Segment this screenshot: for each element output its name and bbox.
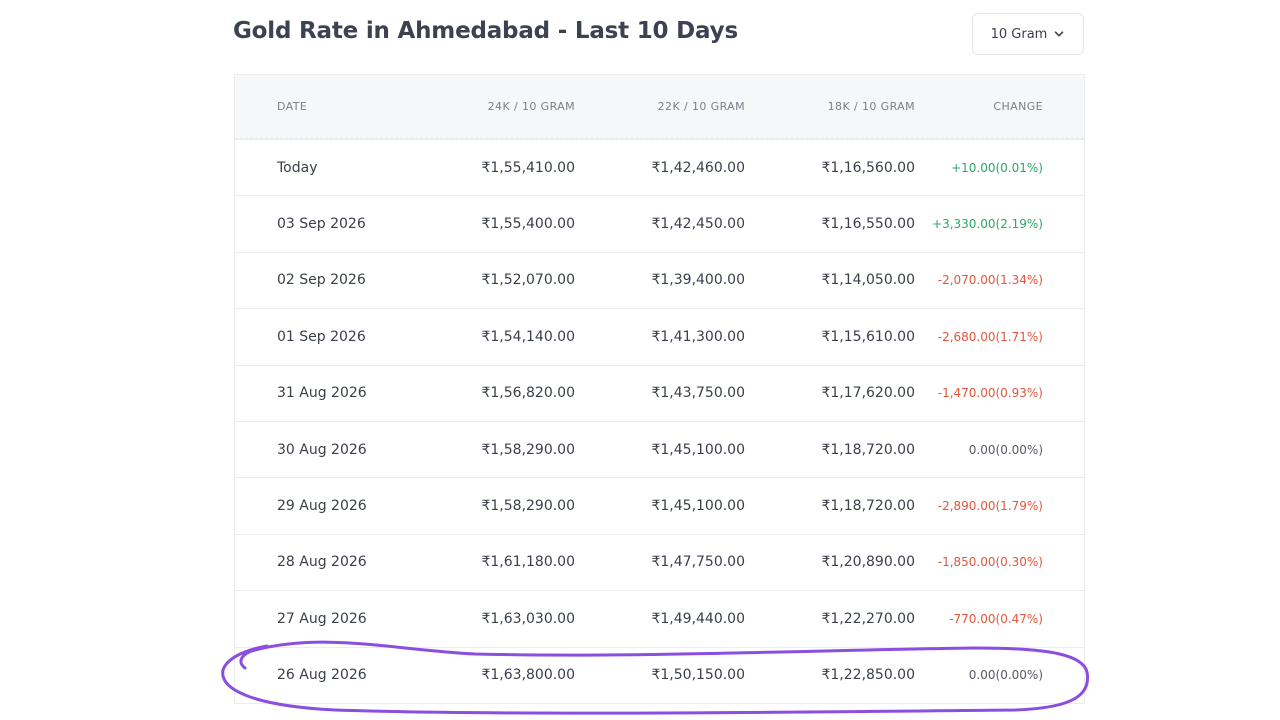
row-change: 0.00(0.00%) xyxy=(968,668,1043,683)
row-date: 27 Aug 2026 xyxy=(277,610,367,627)
header-change: CHANGE xyxy=(993,100,1043,113)
row-22k-price: ₹1,43,750.00 xyxy=(651,385,745,402)
row-change: -2,680.00(1.71%) xyxy=(937,329,1043,344)
row-date: 30 Aug 2026 xyxy=(277,441,367,458)
row-22k-price: ₹1,47,750.00 xyxy=(651,554,745,571)
row-22k-price: ₹1,41,300.00 xyxy=(651,328,745,345)
row-22k-price: ₹1,42,450.00 xyxy=(651,216,745,233)
row-18k-price: ₹1,20,890.00 xyxy=(821,554,915,571)
row-22k-price: ₹1,39,400.00 xyxy=(651,272,745,289)
table-row: 27 Aug 2026 ₹1,63,030.00 ₹1,49,440.00 ₹1,22… xyxy=(235,590,1084,646)
row-24k-price: ₹1,54,140.00 xyxy=(481,328,575,345)
row-date: 03 Sep 2026 xyxy=(277,216,366,233)
row-22k-price: ₹1,50,150.00 xyxy=(651,667,745,684)
row-22k-price: ₹1,49,440.00 xyxy=(651,610,745,627)
table-row: Today ₹1,55,410.00 ₹1,42,460.00 ₹1,16,560.0… xyxy=(235,139,1084,195)
row-24k-price: ₹1,61,180.00 xyxy=(481,554,575,571)
row-change: -2,070.00(1.34%) xyxy=(937,273,1043,288)
row-24k-price: ₹1,55,410.00 xyxy=(481,159,575,176)
row-change: -2,890.00(1.79%) xyxy=(937,499,1043,514)
gold-rate-table: DATE 24K / 10 GRAM 22K / 10 GRAM 18K / 1… xyxy=(234,74,1085,704)
row-change: -1,470.00(0.93%) xyxy=(937,386,1043,401)
unit-dropdown-value: 10 Gram xyxy=(990,26,1048,42)
table-header: DATE 24K / 10 GRAM 22K / 10 GRAM 18K / 1… xyxy=(235,75,1084,139)
row-date: 31 Aug 2026 xyxy=(277,385,367,402)
header-24k: 24K / 10 GRAM xyxy=(487,100,575,113)
row-24k-price: ₹1,63,800.00 xyxy=(481,667,575,684)
table-row: 02 Sep 2026 ₹1,52,070.00 ₹1,39,400.00 ₹1,14… xyxy=(235,251,1084,308)
row-22k-price: ₹1,45,100.00 xyxy=(651,441,745,458)
row-24k-price: ₹1,55,400.00 xyxy=(481,216,575,233)
row-18k-price: ₹1,16,550.00 xyxy=(821,216,915,233)
header-22k: 22K / 10 GRAM xyxy=(657,100,745,113)
row-date: Today xyxy=(277,159,318,176)
row-24k-price: ₹1,58,290.00 xyxy=(481,441,575,458)
row-date: 02 Sep 2026 xyxy=(277,272,366,289)
row-18k-price: ₹1,15,610.00 xyxy=(821,328,915,345)
row-18k-price: ₹1,17,620.00 xyxy=(821,385,915,402)
table-row: 30 Aug 2026 ₹1,58,290.00 ₹1,45,100.00 ₹1,18… xyxy=(235,420,1084,477)
row-24k-price: ₹1,56,820.00 xyxy=(481,385,575,402)
row-change: +3,330.00(2.19%) xyxy=(932,217,1043,232)
row-date: 29 Aug 2026 xyxy=(277,498,367,515)
table-row: 26 Aug 2026 ₹1,63,800.00 ₹1,50,150.00 ₹1,22… xyxy=(235,646,1084,703)
header-18k: 18K / 10 GRAM xyxy=(827,100,915,113)
table-row: 03 Sep 2026 ₹1,55,400.00 ₹1,42,450.00 ₹1,16… xyxy=(235,195,1084,251)
row-22k-price: ₹1,42,460.00 xyxy=(651,159,745,176)
row-18k-price: ₹1,22,270.00 xyxy=(821,610,915,627)
row-change: -770.00(0.47%) xyxy=(949,611,1043,626)
row-change: +10.00(0.01%) xyxy=(951,160,1043,175)
row-18k-price: ₹1,14,050.00 xyxy=(821,272,915,289)
table-row: 28 Aug 2026 ₹1,61,180.00 ₹1,47,750.00 ₹1,20… xyxy=(235,533,1084,590)
row-24k-price: ₹1,52,070.00 xyxy=(481,272,575,289)
table-row: 29 Aug 2026 ₹1,58,290.00 ₹1,45,100.00 ₹1,18… xyxy=(235,477,1084,533)
header-date: DATE xyxy=(277,100,308,113)
row-change: 0.00(0.00%) xyxy=(968,442,1043,457)
table-row: 31 Aug 2026 ₹1,56,820.00 ₹1,43,750.00 ₹1,17… xyxy=(235,364,1084,421)
row-change: -1,850.00(0.30%) xyxy=(937,555,1043,570)
row-date: 28 Aug 2026 xyxy=(277,554,367,571)
table-row: 01 Sep 2026 ₹1,54,140.00 ₹1,41,300.00 ₹1,15… xyxy=(235,308,1084,364)
row-18k-price: ₹1,22,850.00 xyxy=(821,667,915,684)
chevron-down-icon xyxy=(1053,28,1065,40)
table-body: Today ₹1,55,410.00 ₹1,42,460.00 ₹1,16,560.0… xyxy=(235,139,1084,703)
row-date: 01 Sep 2026 xyxy=(277,328,366,345)
page-title: Gold Rate in Ahmedabad - Last 10 Days xyxy=(233,18,738,44)
row-24k-price: ₹1,58,290.00 xyxy=(481,498,575,515)
row-18k-price: ₹1,18,720.00 xyxy=(821,498,915,515)
row-date: 26 Aug 2026 xyxy=(277,667,367,684)
row-18k-price: ₹1,18,720.00 xyxy=(821,441,915,458)
row-24k-price: ₹1,63,030.00 xyxy=(481,610,575,627)
unit-dropdown[interactable]: 10 Gram xyxy=(972,13,1084,55)
row-18k-price: ₹1,16,560.00 xyxy=(821,159,915,176)
row-22k-price: ₹1,45,100.00 xyxy=(651,498,745,515)
